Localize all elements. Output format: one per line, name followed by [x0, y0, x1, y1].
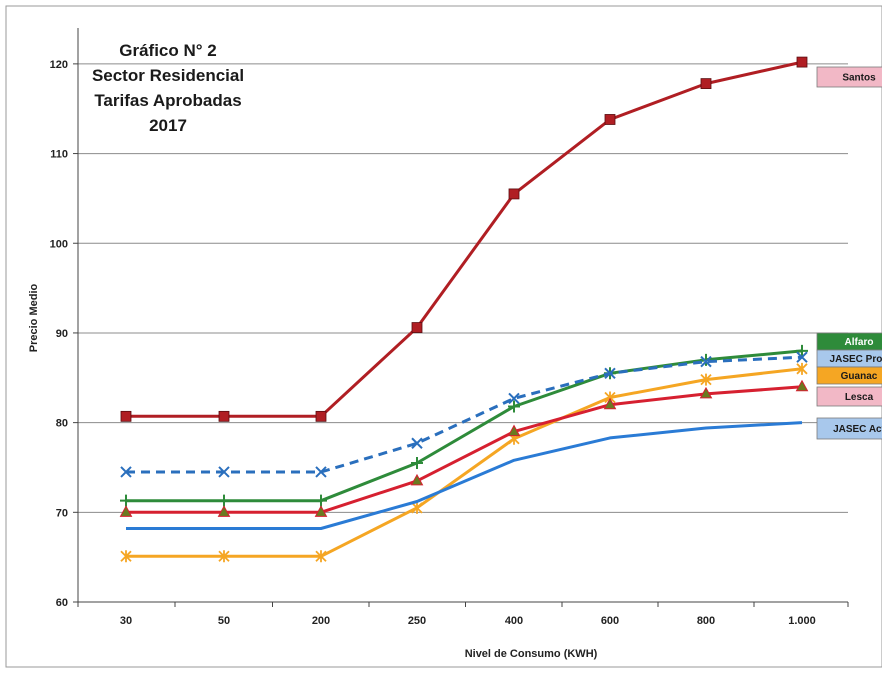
data-point — [508, 392, 520, 405]
data-point — [508, 400, 520, 413]
y-axis-title: Precio Medio — [28, 283, 40, 352]
data-point — [120, 466, 132, 478]
title-background — [86, 91, 250, 111]
series-label-text: Alfaro — [845, 337, 874, 348]
data-point — [411, 437, 423, 449]
data-point — [796, 362, 808, 375]
x-tick-label: 250 — [408, 615, 426, 627]
data-point — [700, 353, 712, 366]
x-tick-label: 50 — [218, 615, 230, 627]
data-point — [218, 494, 230, 507]
data-point — [411, 322, 423, 333]
series-label-box — [816, 366, 882, 385]
data-point — [120, 410, 132, 422]
series-guanac — [120, 362, 808, 563]
series-line — [126, 60, 803, 418]
x-tick-label: 30 — [120, 615, 132, 627]
y-tick-label: 70 — [56, 507, 68, 519]
series-label: Alfaro — [816, 332, 882, 351]
data-point — [120, 550, 132, 563]
series-label-text: Guanac — [841, 371, 878, 382]
series-line — [126, 367, 803, 558]
data-point — [217, 505, 231, 517]
chart-title-line: Gráfico N° 2 — [119, 41, 217, 60]
title-background — [82, 66, 254, 86]
y-tick-label: 80 — [56, 418, 68, 430]
x-tick-label: 200 — [312, 615, 330, 627]
series-santos — [120, 56, 808, 422]
data-point — [507, 424, 521, 437]
x-tick-label: 800 — [697, 615, 715, 627]
data-point — [315, 550, 327, 563]
data-point — [314, 505, 328, 517]
series-lesca — [119, 379, 809, 517]
series-label-text: JASEC Act — [833, 424, 882, 435]
chart-title-line: Sector Residencial — [92, 66, 244, 85]
data-point — [508, 188, 520, 200]
data-point — [120, 494, 132, 507]
data-point — [218, 466, 230, 478]
x-tick-label: 600 — [601, 615, 619, 627]
data-point — [700, 355, 712, 368]
data-point — [218, 410, 230, 422]
data-point — [795, 379, 809, 392]
chart-title-line: 2017 — [149, 116, 187, 135]
y-tick-label: 110 — [50, 149, 68, 161]
data-point — [699, 386, 713, 399]
series-label: Lesca — [816, 386, 882, 407]
y-tick-label: 60 — [56, 597, 68, 609]
data-point — [796, 351, 808, 363]
series-line — [126, 349, 803, 503]
x-tick-label: 400 — [505, 615, 523, 627]
data-point — [604, 367, 616, 380]
series-jasec-prop — [120, 351, 808, 478]
series-label-box — [816, 66, 882, 88]
y-tick-label: 120 — [50, 59, 68, 71]
data-point — [796, 344, 808, 357]
series-label-text: Lesca — [845, 392, 874, 403]
series-label-box — [816, 386, 882, 407]
data-point — [315, 410, 327, 422]
data-point — [218, 550, 230, 563]
series-label: Guanac — [816, 366, 882, 385]
x-tick-label: 1.000 — [788, 615, 816, 627]
series-jasec-act — [126, 421, 803, 530]
data-point — [411, 456, 423, 469]
series-line — [126, 355, 803, 474]
series-label: JASEC Prop — [816, 349, 882, 368]
x-axis-title: Nivel de Consumo (KWH) — [465, 648, 598, 660]
series-label: Santos — [816, 66, 882, 88]
data-point — [796, 56, 808, 68]
data-point — [119, 505, 133, 517]
title-background — [109, 41, 227, 61]
data-point — [315, 494, 327, 507]
y-tick-label: 90 — [56, 328, 68, 340]
data-point — [604, 114, 616, 125]
data-point — [315, 466, 327, 478]
y-tick-label: 100 — [50, 238, 68, 250]
series-label: JASEC Act — [816, 417, 882, 440]
data-point — [700, 373, 712, 386]
data-point — [700, 78, 712, 90]
series-label-box — [816, 417, 882, 440]
series-label-text: Santos — [842, 73, 876, 84]
data-point — [411, 501, 423, 514]
data-point — [410, 473, 424, 486]
series-label-text: JASEC Prop — [830, 354, 882, 365]
series-line — [126, 421, 803, 530]
chart-title-line: Tarifas Aprobadas — [94, 91, 241, 110]
title-background — [146, 116, 190, 136]
data-point — [603, 397, 617, 410]
series-line — [126, 385, 803, 514]
